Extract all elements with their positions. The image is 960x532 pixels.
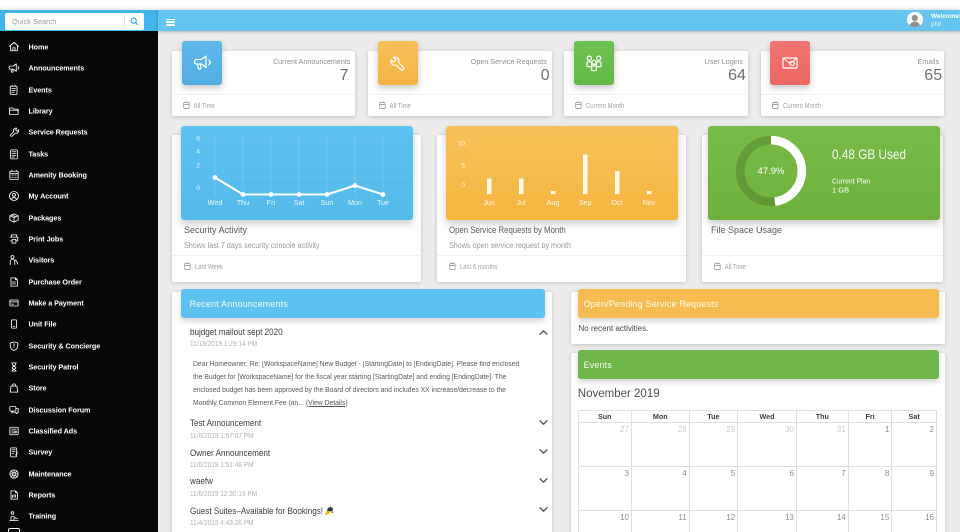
svg-text:5: 5	[461, 163, 465, 170]
svg-text:6: 6	[196, 136, 200, 143]
svg-text:0: 0	[461, 182, 465, 189]
svg-text:4: 4	[196, 149, 200, 156]
svg-text:0: 0	[196, 185, 200, 192]
svg-text:Sun: Sun	[321, 198, 334, 207]
svg-text:Jun: Jun	[483, 198, 495, 207]
svg-text:0.48 GB Used: 0.48 GB Used	[832, 146, 906, 162]
svg-text:Wed: Wed	[208, 198, 223, 207]
svg-text:Sat: Sat	[294, 198, 305, 207]
svg-text:10: 10	[457, 141, 465, 148]
svg-text:2: 2	[196, 163, 200, 170]
svg-text:47.9%: 47.9%	[758, 166, 785, 177]
svg-text:Jul: Jul	[516, 198, 526, 207]
svg-text:Thu: Thu	[237, 198, 249, 207]
svg-text:Current Plan: Current Plan	[832, 177, 870, 186]
svg-text:Sep: Sep	[579, 198, 592, 207]
svg-text:Fri: Fri	[267, 198, 276, 207]
svg-text:Tue: Tue	[377, 198, 389, 207]
svg-text:Oct: Oct	[611, 198, 622, 207]
svg-text:Mon: Mon	[348, 198, 362, 207]
svg-text:Aug: Aug	[547, 198, 560, 207]
svg-text:1 GB: 1 GB	[832, 186, 849, 195]
svg-text:Nov: Nov	[643, 198, 656, 207]
